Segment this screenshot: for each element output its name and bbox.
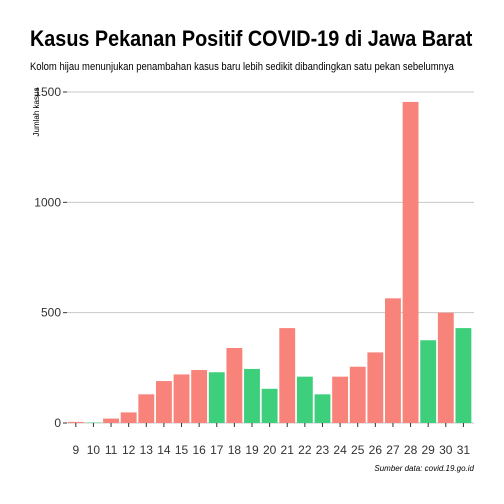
bar-week-20	[261, 388, 278, 423]
chart-title: Kasus Pekanan Positif COVID-19 di Jawa B…	[30, 26, 473, 51]
bar-week-12	[120, 412, 137, 423]
y-tick-label: 0	[54, 416, 61, 430]
bar-week-21	[279, 328, 296, 423]
bar-week-23	[314, 394, 331, 423]
x-tick-label: 13	[140, 443, 154, 457]
bar-week-13	[138, 394, 155, 423]
bar-week-22	[296, 376, 313, 423]
x-tick-label: 29	[422, 443, 436, 457]
y-tick-label: 1500	[34, 85, 61, 99]
bar-week-18	[226, 347, 243, 423]
y-tick-label: 500	[41, 306, 61, 320]
chart-caption: Sumber data: covid.19.go.id	[374, 464, 474, 473]
bar-week-9	[67, 421, 84, 423]
bar-week-14	[155, 381, 172, 423]
x-tick-label: 10	[87, 443, 101, 457]
x-tick-label: 22	[298, 443, 312, 457]
x-tick-label: 30	[439, 443, 453, 457]
bar-week-28	[402, 101, 419, 424]
bar-week-16	[191, 370, 208, 423]
bar-week-27	[385, 298, 401, 423]
x-tick-label: 16	[192, 443, 206, 457]
x-tick-label: 27	[386, 443, 400, 457]
bar-week-15	[173, 374, 190, 423]
bar-week-17	[208, 372, 225, 423]
x-tick-label: 14	[157, 443, 171, 457]
x-tick-label: 19	[245, 443, 259, 457]
bar-week-11	[103, 418, 119, 423]
x-tick-label: 26	[369, 443, 383, 457]
bar-week-26	[367, 352, 384, 423]
x-tick-label: 25	[351, 443, 365, 457]
x-tick-label: 9	[72, 443, 79, 457]
x-tick-label: 17	[210, 443, 224, 457]
bar-week-19	[244, 368, 260, 423]
x-tick-label: 12	[122, 443, 136, 457]
x-tick-label: 20	[263, 443, 277, 457]
y-axis-label: Jumlah kasus	[32, 88, 41, 137]
bar-week-24	[332, 376, 349, 423]
x-tick-label: 31	[457, 443, 471, 457]
x-tick-label: 15	[175, 443, 189, 457]
x-tick-label: 28	[404, 443, 418, 457]
chart-subtitle: Kolom hijau menunjukan penambahan kasus …	[30, 61, 454, 73]
x-tick-label: 23	[316, 443, 330, 457]
bar-week-31	[455, 328, 472, 423]
x-tick-label: 18	[228, 443, 242, 457]
x-tick-label: 21	[281, 443, 295, 457]
y-tick-label: 1000	[34, 195, 61, 209]
x-tick-label: 11	[105, 443, 118, 457]
bar-week-29	[420, 340, 437, 423]
bar-week-25	[349, 366, 366, 423]
bar-week-30	[437, 312, 454, 423]
x-tick-label: 24	[333, 443, 347, 457]
